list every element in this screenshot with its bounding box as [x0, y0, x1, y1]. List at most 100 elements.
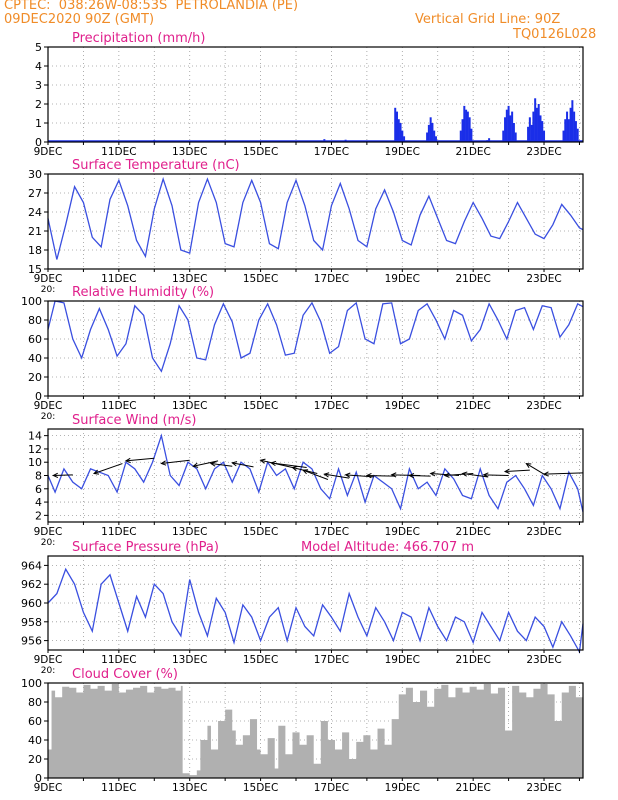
- x-tick-label: 11DEC: [101, 654, 136, 666]
- precip-bar: [466, 111, 469, 142]
- wind-arrow-shaft: [505, 469, 530, 473]
- cloud-frame: [47, 682, 584, 779]
- precip-bar: [465, 109, 468, 142]
- x-tick-label: 17DEC: [314, 146, 349, 158]
- precip-bar: [470, 128, 473, 142]
- precip-bar: [530, 124, 533, 142]
- y-tick-label: 958: [21, 616, 42, 629]
- chart-header: CPTEC: 038:26W-08:53S PETROLANDIA (PE) 0…: [0, 0, 618, 46]
- precip-bar: [576, 128, 579, 142]
- precipitation-frame: [47, 46, 584, 143]
- wind-arrow-shaft: [544, 472, 584, 475]
- y-tick-label: 24: [28, 206, 42, 219]
- x-year-label-cut: 20:: [41, 666, 55, 676]
- wind-arrow-shaft: [193, 460, 219, 467]
- x-tick-label: 17DEC: [314, 782, 349, 794]
- wind-arrow-shaft: [462, 473, 488, 478]
- y-tick-label: 2: [35, 509, 42, 522]
- x-tick-label: 17DEC: [314, 273, 349, 285]
- wind-arrow-head: [160, 460, 167, 466]
- precip-bar: [504, 117, 507, 142]
- cloud-cover-area: [48, 683, 583, 778]
- humidity-line: [47, 300, 584, 373]
- wind-arrow-shaft: [53, 474, 73, 476]
- x-tick-label: 13DEC: [172, 146, 207, 158]
- x-year-label-cut: 20:: [41, 412, 55, 422]
- wind-arrow-shaft: [302, 469, 329, 480]
- y-tick-label: 60: [28, 715, 42, 728]
- precip-bar: [514, 132, 517, 142]
- x-tick-label: 11DEC: [101, 273, 136, 285]
- precip-bar: [426, 132, 429, 142]
- precip-bar: [534, 98, 537, 142]
- x-tick-label: 19DEC: [385, 400, 420, 412]
- x-year-label-cut: 20:: [41, 538, 55, 548]
- x-tick-label: 15DEC: [243, 400, 278, 412]
- humidity-panel: Relative Humidity (%) 0 20 40 60 80 100 9DEC 11D…: [21, 285, 584, 422]
- wind-arrow-shaft: [483, 474, 509, 476]
- precip-bar: [541, 121, 544, 142]
- precip-bar: [397, 119, 400, 142]
- precip-bar: [468, 117, 471, 142]
- y-tick-label: 80: [28, 314, 42, 327]
- wind-arrow-head: [344, 472, 351, 478]
- x-year-label-cut: 20:: [41, 285, 55, 295]
- temperature-frame: [47, 173, 584, 270]
- y-tick-label: 15: [28, 263, 42, 276]
- x-tick-label: 11DEC: [101, 526, 136, 538]
- x-tick-label: 13DEC: [172, 654, 207, 666]
- y-tick-label: 0: [35, 136, 42, 149]
- y-tick-label: 14: [28, 430, 42, 443]
- wind-arrow-shaft: [232, 462, 254, 468]
- y-tick-label: 10: [28, 456, 42, 469]
- y-tick-label: 0: [35, 772, 42, 785]
- x-tick-label: 17DEC: [314, 526, 349, 538]
- y-tick-label: 30: [28, 168, 42, 181]
- temperature-panel: Surface Temperature (nC) 15 18 21 24 27 30 9DEC…: [28, 158, 584, 295]
- wind-arrow-head: [52, 472, 59, 478]
- precip-bar: [532, 111, 535, 142]
- y-tick-label: 20: [28, 371, 42, 384]
- pressure-title: Surface Pressure (hPa): [72, 540, 219, 555]
- x-tick-label: 23DEC: [526, 146, 561, 158]
- precip-bar: [431, 123, 434, 142]
- x-tick-label: 9DEC: [34, 146, 63, 158]
- x-tick-label: 15DEC: [243, 782, 278, 794]
- y-tick-label: 80: [28, 696, 42, 709]
- precip-bar: [433, 130, 436, 142]
- precip-bar: [434, 136, 437, 142]
- cloud-panel: Cloud Cover (%) 0 20 40 60 80 100 9DEC 11DEC 13DE…: [21, 667, 584, 794]
- wind-arrow-shaft: [271, 462, 307, 469]
- run-date-label: 09DEC2020 90Z (GMT): [4, 12, 155, 27]
- wind-arrow-head: [124, 457, 131, 464]
- wind-arrow-head: [92, 469, 100, 475]
- precip-bar: [543, 130, 546, 142]
- y-tick-label: 21: [28, 225, 42, 238]
- x-tick-label: 13DEC: [172, 782, 207, 794]
- precip-bar: [427, 124, 430, 142]
- wind-arrow-head: [429, 471, 436, 477]
- wind-arrow-head: [209, 461, 216, 467]
- y-tick-label: 4: [35, 496, 42, 509]
- x-tick-label: 15DEC: [243, 146, 278, 158]
- model-code-label: TQ0126L028: [513, 27, 597, 42]
- precip-bar: [401, 130, 404, 142]
- precip-bar: [502, 130, 505, 142]
- y-tick-label: 8: [35, 470, 42, 483]
- precip-bar: [573, 111, 576, 142]
- wind-arrow-head: [323, 472, 330, 478]
- precip-bar: [566, 111, 569, 142]
- y-tick-label: 964: [21, 559, 42, 572]
- x-tick-label: 21DEC: [455, 654, 490, 666]
- wind-arrow-head: [259, 458, 266, 464]
- cloud-title: Cloud Cover (%): [72, 667, 178, 682]
- x-tick-label: 9DEC: [34, 273, 63, 285]
- precip-bar: [567, 119, 570, 142]
- wind-arrow-shaft: [161, 459, 190, 465]
- precip-bar: [569, 107, 572, 142]
- y-tick-label: 4: [35, 60, 42, 73]
- y-tick-label: 1: [35, 117, 42, 130]
- precipitation-title: Precipitation (mm/h): [72, 31, 205, 46]
- precip-bar: [574, 121, 577, 142]
- y-tick-label: 100: [21, 677, 42, 690]
